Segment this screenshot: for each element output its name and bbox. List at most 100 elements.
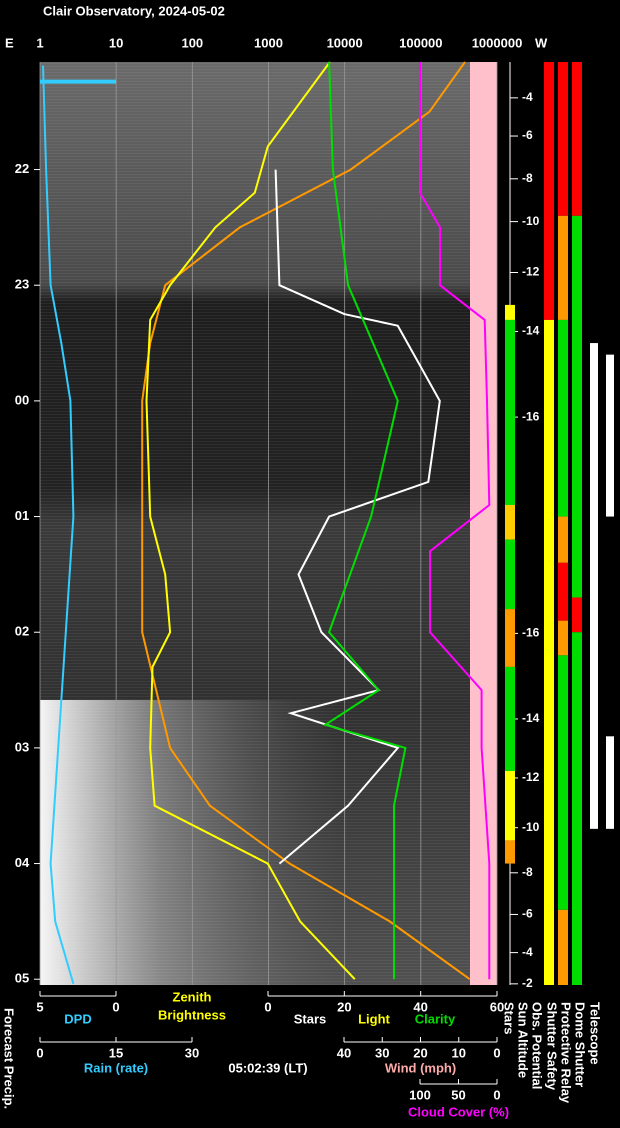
x-tick-label: 1 — [36, 35, 43, 50]
sun-tick-label: -10 — [522, 820, 540, 834]
status-segment — [544, 62, 554, 320]
sun-tick-label: -14 — [522, 324, 540, 338]
sun-tick-label: -12 — [522, 265, 540, 279]
tick-label: 30 — [185, 1045, 199, 1060]
x-tick-label: 1000000 — [472, 35, 523, 50]
x-tick-label: 10 — [109, 35, 123, 50]
tick-label: 15 — [109, 1045, 123, 1060]
tick-label: 40 — [413, 999, 427, 1014]
tick-label: 0 — [493, 1087, 500, 1102]
series-line — [419, 62, 491, 980]
status-segment — [558, 909, 568, 985]
series-line — [274, 169, 441, 865]
y-tick-label: 03 — [15, 739, 29, 754]
sun-tick-label: -16 — [522, 626, 540, 640]
brightness-title: Brightness — [158, 1007, 226, 1022]
tick-label: 0 — [493, 1045, 500, 1060]
series-line — [145, 61, 356, 980]
y-tick-label: 22 — [15, 161, 29, 176]
sun-tick-label: -14 — [522, 711, 540, 725]
sun-tick-label: -4 — [522, 90, 533, 104]
forecast-label: Forecast Precip. — [2, 1008, 17, 1109]
status-segment — [544, 319, 554, 985]
status-segment — [590, 343, 598, 829]
sun-tick-label: -6 — [522, 128, 533, 142]
x-tick-label: 1000 — [254, 35, 283, 50]
time-label: 05:02:39 (LT) — [228, 1060, 307, 1075]
x-tick-label: 10000 — [327, 35, 363, 50]
status-segment — [505, 840, 515, 864]
y-tick-label: 05 — [15, 971, 29, 986]
pink-band — [470, 62, 497, 985]
column-label: Dome Shutter — [573, 1002, 588, 1087]
corner-e: E — [5, 35, 14, 50]
x-tick-label: 100 — [181, 35, 203, 50]
brightness-title: Zenith — [173, 989, 212, 1004]
corner-w: W — [535, 35, 548, 50]
status-segment — [505, 319, 515, 505]
column-label: Stars — [502, 1002, 517, 1035]
status-segment — [505, 666, 515, 772]
y-tick-label: 01 — [15, 508, 29, 523]
status-segment — [558, 655, 568, 910]
title: Clair Observatory, 2024-05-02 — [43, 3, 225, 18]
sun-tick-label: -16 — [522, 409, 540, 423]
status-segment — [505, 504, 515, 540]
y-tick-label: 02 — [15, 624, 29, 639]
axis-title: Rain (rate) — [84, 1060, 148, 1075]
status-segment — [606, 354, 614, 517]
legend-label: Clarity — [415, 1011, 456, 1026]
light-label: Light — [358, 1011, 390, 1026]
sun-tick-label: -8 — [522, 171, 533, 185]
sky-stripes — [40, 62, 470, 985]
sun-tick-label: -6 — [522, 907, 533, 921]
status-segment — [572, 597, 582, 633]
axis-title: Wind (mph) — [385, 1060, 456, 1075]
tick-label: 10 — [452, 1045, 466, 1060]
series-line — [322, 61, 407, 980]
tick-label: 50 — [451, 1087, 465, 1102]
status-segment — [558, 215, 568, 320]
column-label: Telescope — [588, 1002, 603, 1065]
tick-label: 0 — [36, 1045, 43, 1060]
tick-label: 20 — [413, 1045, 427, 1060]
x-tick-label: 100000 — [399, 35, 442, 50]
sun-tick-label: -12 — [522, 770, 540, 784]
axis-title: Cloud Cover (%) — [408, 1104, 509, 1119]
column-label: Obs. Potential — [530, 1002, 545, 1089]
column-label: Protective Relay — [559, 1002, 574, 1104]
tick-label: 0 — [264, 999, 271, 1014]
status-segment — [606, 736, 614, 829]
status-segment — [558, 516, 568, 563]
sun-tick-label: -4 — [522, 945, 533, 959]
status-segment — [572, 632, 582, 985]
status-segment — [505, 304, 515, 320]
status-segment — [505, 771, 515, 841]
legend-label: DPD — [64, 1011, 91, 1026]
y-tick-label: 23 — [15, 277, 29, 292]
y-tick-label: 04 — [15, 855, 30, 870]
tick-label: 40 — [337, 1045, 351, 1060]
series-line — [141, 61, 471, 981]
tick-label: 0 — [112, 999, 119, 1014]
status-segment — [572, 62, 582, 216]
status-segment — [558, 319, 568, 517]
status-segment — [558, 562, 568, 621]
tick-label: 60 — [490, 999, 504, 1014]
column-label: Sun Altitude — [516, 1002, 531, 1078]
legend-label: Stars — [294, 1011, 327, 1026]
series-line — [42, 65, 75, 985]
tick-label: 100 — [409, 1087, 431, 1102]
status-segment — [558, 620, 568, 656]
status-segment — [505, 609, 515, 667]
tick-label: 30 — [375, 1045, 389, 1060]
status-segment — [572, 215, 582, 598]
status-segment — [505, 539, 515, 610]
sun-tick-label: -2 — [522, 976, 533, 990]
column-label: Shutter Safety — [545, 1002, 560, 1091]
tick-label: 5 — [36, 999, 43, 1014]
y-tick-label: 00 — [15, 392, 29, 407]
sun-tick-label: -10 — [522, 214, 540, 228]
tick-label: 20 — [337, 999, 351, 1014]
